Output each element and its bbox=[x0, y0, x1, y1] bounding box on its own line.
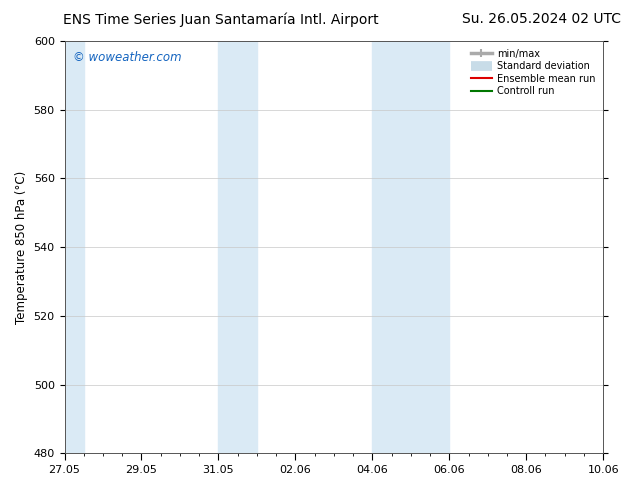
Bar bbox=[65, 41, 84, 453]
Y-axis label: Temperature 850 hPa (°C): Temperature 850 hPa (°C) bbox=[15, 171, 28, 324]
Text: Su. 26.05.2024 02 UTC: Su. 26.05.2024 02 UTC bbox=[462, 12, 621, 26]
Bar bbox=[372, 41, 450, 453]
Bar bbox=[219, 41, 257, 453]
Text: © woweather.com: © woweather.com bbox=[73, 51, 181, 64]
Text: ENS Time Series Juan Santamaría Intl. Airport: ENS Time Series Juan Santamaría Intl. Ai… bbox=[63, 12, 379, 27]
Legend: min/max, Standard deviation, Ensemble mean run, Controll run: min/max, Standard deviation, Ensemble me… bbox=[468, 46, 598, 99]
